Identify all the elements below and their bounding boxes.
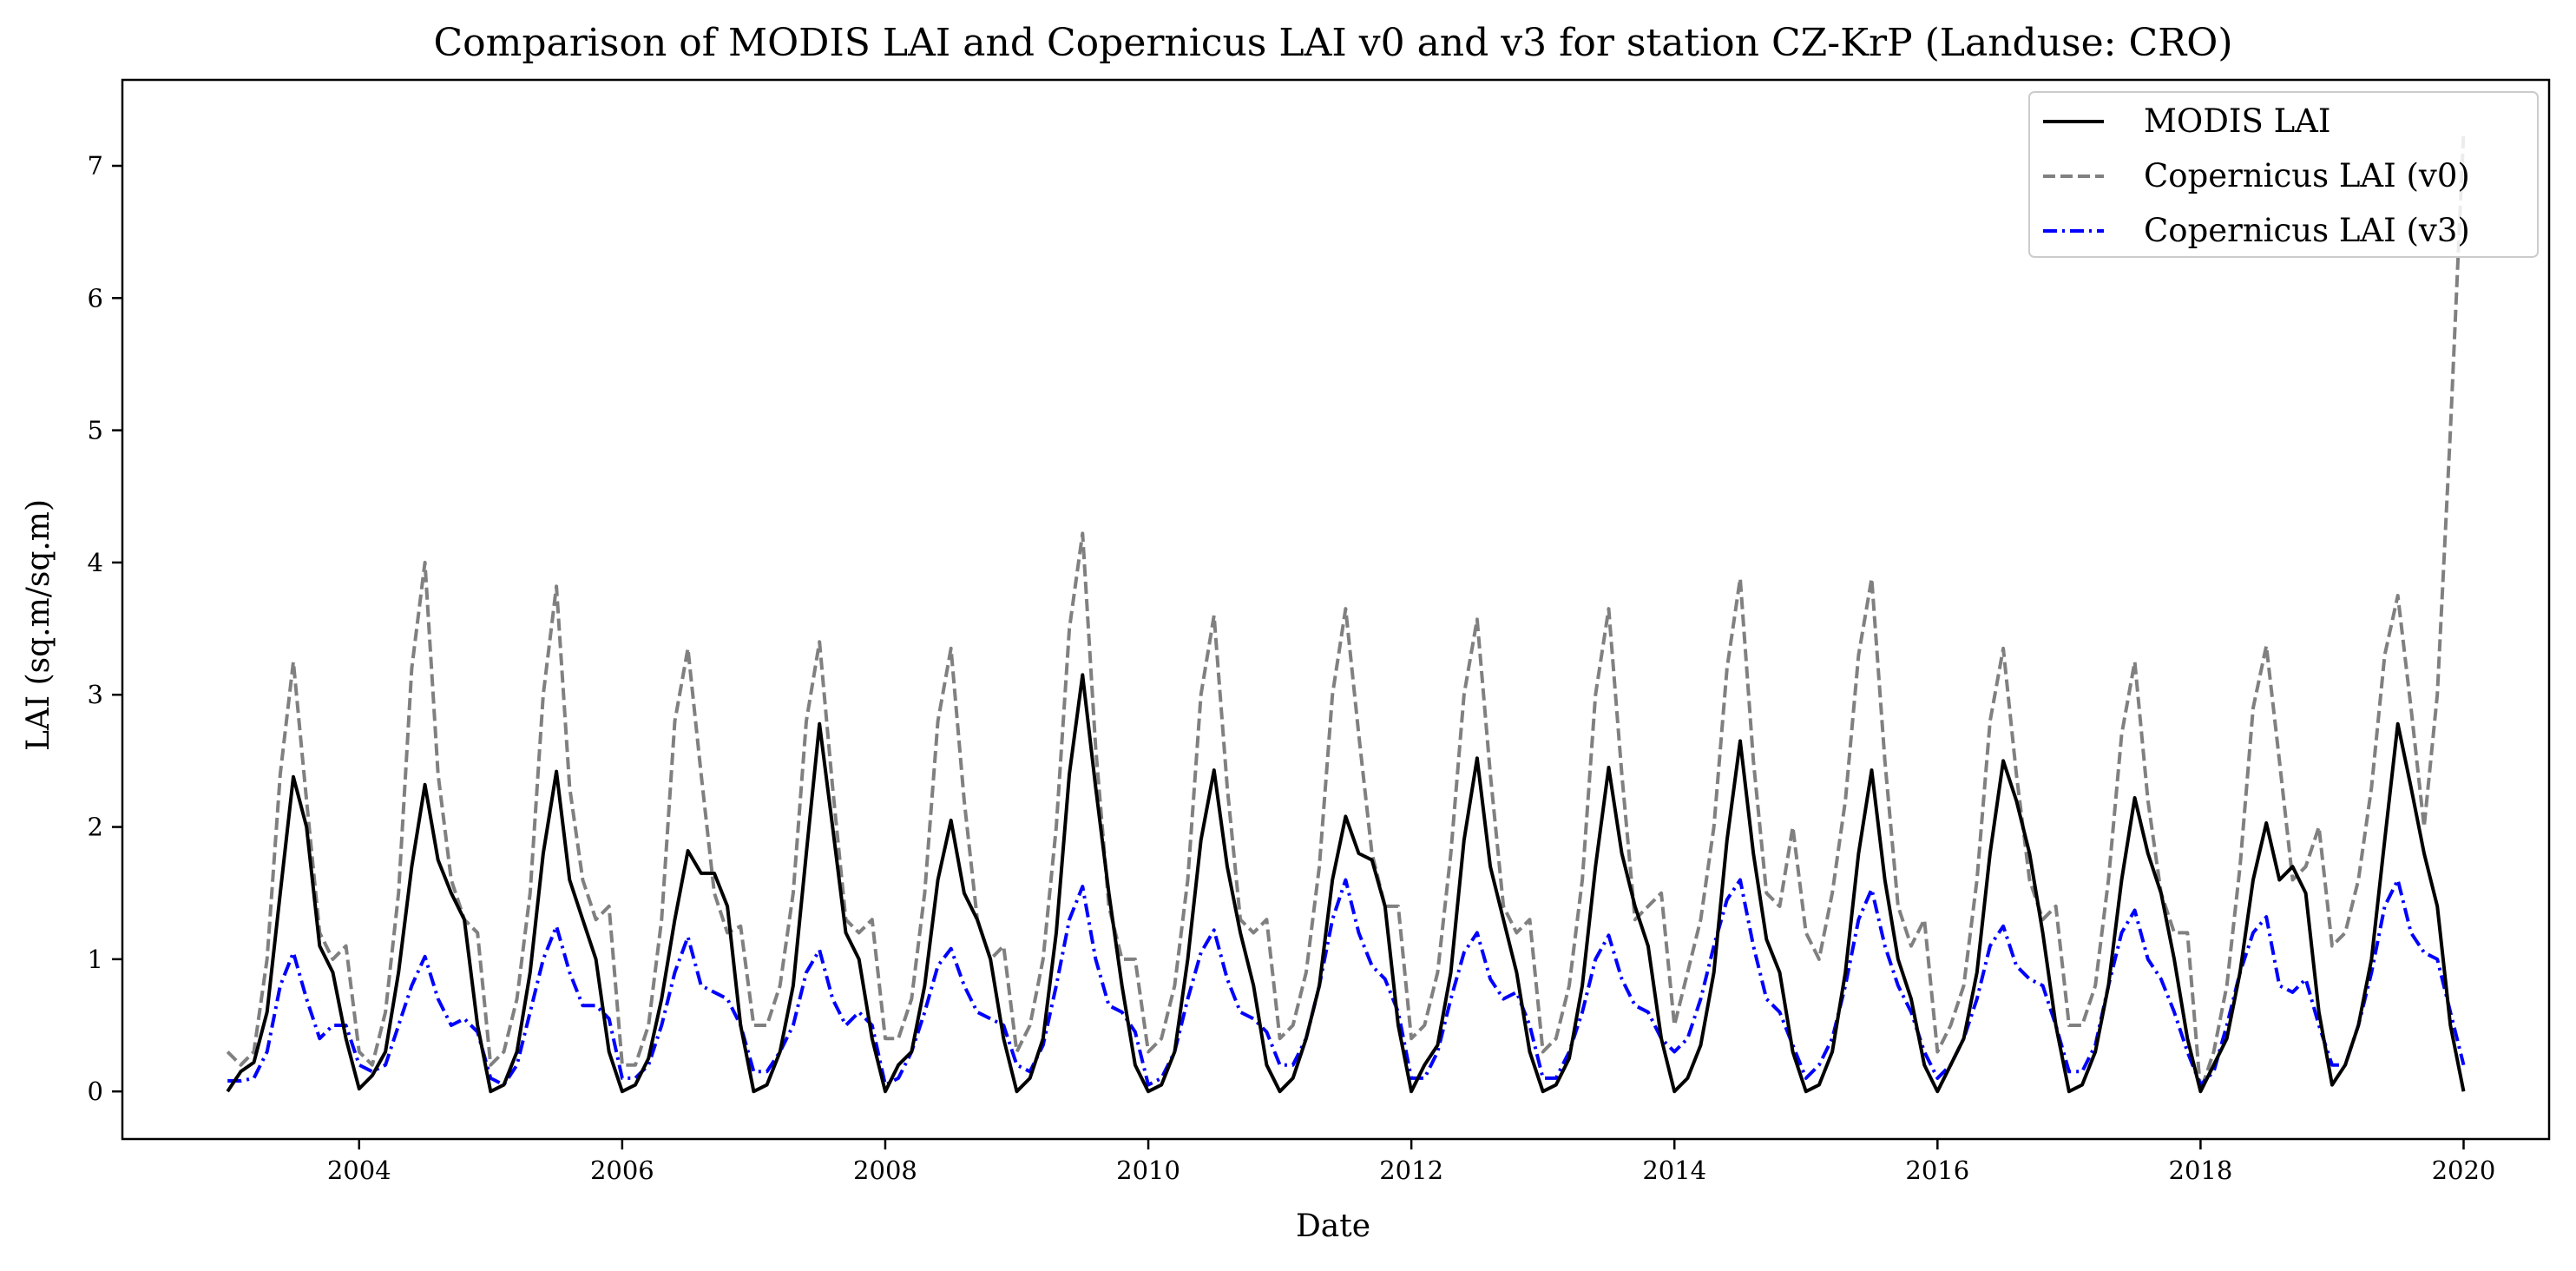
y-tick-label: 0 bbox=[88, 1077, 103, 1106]
series-line-2 bbox=[227, 878, 2466, 1087]
y-axis-ticks: 0 1 2 3 4 5 6 7 bbox=[88, 151, 122, 1106]
x-tick-label: 2008 bbox=[853, 1156, 917, 1185]
x-tick-label: 2016 bbox=[1905, 1156, 1969, 1185]
legend-label-0: MODIS LAI bbox=[2144, 102, 2331, 140]
legend: MODIS LAI Copernicus LAI (v0) Copernicus L… bbox=[2028, 91, 2539, 258]
y-tick-label: 6 bbox=[88, 283, 103, 313]
y-tick-label: 7 bbox=[88, 151, 103, 181]
x-axis-label: Date bbox=[1296, 1208, 1370, 1244]
legend-label-1: Copernicus LAI (v0) bbox=[2144, 157, 2470, 194]
y-tick-label: 5 bbox=[88, 416, 103, 445]
x-tick-label: 2014 bbox=[1642, 1156, 1706, 1185]
x-tick-label: 2018 bbox=[2169, 1156, 2233, 1185]
y-tick-label: 1 bbox=[88, 945, 103, 974]
y-tick-label: 2 bbox=[88, 813, 103, 842]
y-tick-label: 4 bbox=[88, 548, 103, 577]
legend-box bbox=[2028, 91, 2539, 258]
series-layer bbox=[226, 132, 2466, 1094]
x-tick-label: 2006 bbox=[590, 1156, 654, 1185]
y-tick-label: 3 bbox=[88, 680, 103, 709]
x-tick-label: 2004 bbox=[327, 1156, 391, 1185]
x-axis-ticks: 2004 2006 2008 2010 2012 2014 2016 2018 2020 bbox=[327, 1139, 2496, 1185]
legend-label-2: Copernicus LAI (v3) bbox=[2144, 212, 2470, 249]
plot-frame bbox=[121, 78, 2551, 1141]
series-line-0 bbox=[226, 673, 2466, 1094]
chart-title: Comparison of MODIS LAI and Copernicus L… bbox=[433, 21, 2232, 65]
y-axis-label: LAI (sq.m/sq.m) bbox=[21, 499, 56, 751]
x-tick-label: 2020 bbox=[2432, 1156, 2496, 1185]
x-tick-label: 2012 bbox=[1379, 1156, 1443, 1185]
series-line-1 bbox=[226, 132, 2466, 1094]
x-tick-label: 2010 bbox=[1116, 1156, 1180, 1185]
